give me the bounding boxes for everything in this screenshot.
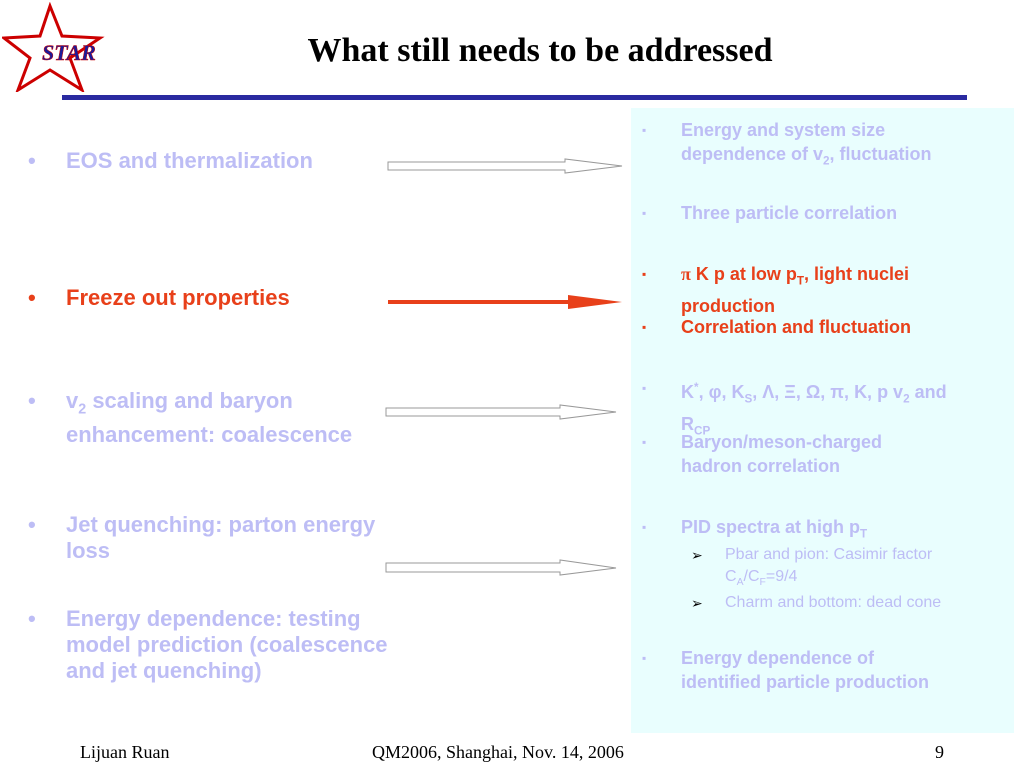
item-text: , light nuclei	[804, 264, 910, 284]
subscript: T	[796, 274, 805, 288]
title-rule	[62, 95, 967, 100]
subscript: S	[744, 392, 753, 406]
bullet-text: and jet quenching)	[66, 658, 262, 683]
square-bullet-icon: ▪	[642, 520, 647, 534]
item-text: K	[681, 382, 694, 402]
item-text: , fluctuation	[829, 144, 932, 164]
bullet-text: scaling and baryon	[86, 388, 293, 413]
arrow-jet-icon	[385, 559, 617, 576]
logo-text: STAR	[42, 40, 96, 65]
item-text: dependence of v	[681, 144, 824, 164]
subscript: CP	[694, 424, 711, 438]
arrow-bullet-icon: ➢	[691, 595, 703, 611]
subscript: F	[759, 577, 766, 589]
bullet-text: loss	[66, 538, 111, 563]
bullet-text: enhancement: coalescence	[66, 422, 353, 448]
square-bullet-icon: ▪	[642, 206, 647, 220]
bullet-text: Jet quenching: parton energy	[66, 512, 376, 537]
square-bullet-icon: ▪	[642, 435, 647, 449]
sub-item-text: Pbar and pion: Casimir factor	[725, 546, 933, 563]
square-bullet-icon: ▪	[642, 381, 647, 395]
arrow-v2-icon	[385, 404, 617, 420]
sub-item-text: /C	[743, 568, 760, 585]
item-text: K p at low p	[690, 264, 797, 284]
superscript: *	[694, 381, 699, 394]
subscript: A	[736, 577, 744, 589]
bullet-text: Freeze out properties	[66, 285, 290, 310]
square-bullet-icon: ▪	[642, 267, 647, 281]
sub-item-text: Charm and bottom: dead cone	[725, 594, 942, 611]
arrow-freeze-out-icon	[388, 295, 622, 309]
bullet-dot: •	[28, 148, 36, 173]
item-text: production	[681, 295, 775, 316]
bullet-text: Energy dependence: testing	[66, 606, 361, 631]
pi-symbol: π	[681, 264, 691, 284]
square-bullet-icon: ▪	[642, 123, 647, 137]
item-text: , φ, K	[698, 382, 745, 402]
footer-author: Lijuan Ruan	[80, 742, 170, 762]
sub-item-text: =9/4	[765, 568, 798, 585]
arrows-layer	[385, 158, 623, 576]
footer-page-number: 9	[935, 742, 944, 762]
item-text: PID spectra at high p	[681, 517, 861, 537]
bullet-dot: •	[28, 512, 36, 537]
item-text: hadron correlation	[681, 456, 841, 476]
star-logo: STAR	[2, 2, 105, 92]
subscript: 2	[823, 154, 830, 168]
bullet-text: EOS and thermalization	[66, 148, 313, 173]
item-text: identified particle production	[681, 672, 930, 692]
bullet-text: v	[66, 388, 79, 413]
bullet-dot: •	[28, 388, 36, 413]
item-text: Three particle correlation	[681, 203, 898, 223]
item-text: R	[681, 413, 694, 434]
sub-item-text: C	[725, 568, 737, 585]
star-shape-icon	[2, 2, 105, 92]
item-text: Correlation and fluctuation	[681, 317, 912, 337]
square-bullet-icon: ▪	[642, 320, 647, 334]
item-text: Energy dependence of	[681, 648, 875, 668]
subscript: 2	[903, 392, 910, 406]
bullet-dot: •	[28, 285, 36, 310]
bullet-dot: •	[28, 606, 36, 631]
bullet-text: model prediction (coalescence	[66, 632, 388, 657]
subscript: 2	[78, 401, 87, 418]
subscript: T	[860, 527, 868, 541]
item-text: Energy and system size	[681, 120, 886, 140]
square-bullet-icon: ▪	[642, 651, 647, 665]
item-text: , Λ, Ξ, Ω, π, K, p v	[752, 382, 904, 402]
item-text: Baryon/meson-charged	[681, 432, 883, 452]
footer-conference: QM2006, Shanghai, Nov. 14, 2006	[372, 742, 624, 762]
topics-panel: ▪ Energy and system size dependence of v2…	[631, 108, 1014, 733]
item-text: and	[909, 382, 947, 402]
slide-title: What still needs to be addressed	[307, 32, 773, 69]
arrow-eos-icon	[387, 158, 623, 174]
arrow-bullet-icon: ➢	[691, 547, 703, 563]
